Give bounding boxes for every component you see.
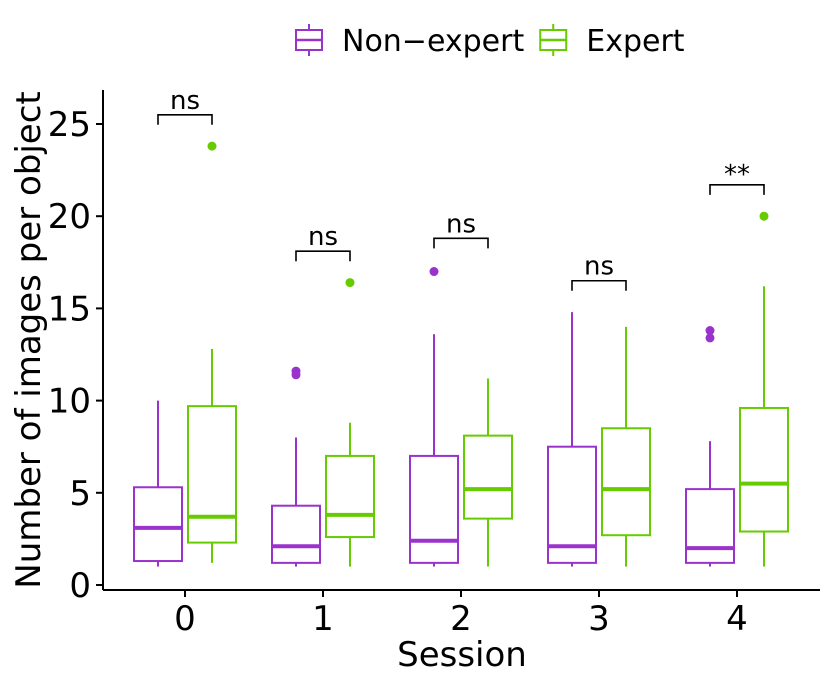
legend-label: Expert xyxy=(586,24,685,59)
outlier-point xyxy=(429,267,439,277)
y-axis-title: Number of images per object xyxy=(9,91,49,588)
iqr-box xyxy=(325,454,375,539)
bracket-line xyxy=(433,237,489,249)
significance-bracket-2: ns xyxy=(433,209,489,249)
significance-bracket-3: ns xyxy=(571,252,627,291)
outlier-point xyxy=(345,278,355,288)
iqr-box xyxy=(739,406,789,533)
outlier-point xyxy=(705,326,715,336)
bracket-line xyxy=(295,250,351,262)
iqr-box xyxy=(271,504,321,564)
iqr-box xyxy=(463,434,513,520)
legend: Non−expert Expert xyxy=(295,24,685,59)
significance-label: ns xyxy=(170,86,200,116)
significance-label: ns xyxy=(584,252,614,282)
box-nonexpert-2 xyxy=(409,267,459,567)
iqr-box xyxy=(133,486,183,563)
significance-bracket-0: ns xyxy=(157,86,213,125)
box-expert-0 xyxy=(187,141,237,563)
iqr-box xyxy=(685,488,735,564)
outlier-point xyxy=(705,333,715,343)
x-tick-label: 0 xyxy=(174,599,196,639)
x-axis: 0 1 2 3 4 xyxy=(103,589,820,639)
box-expert-4 xyxy=(739,211,789,567)
significance-label: ns xyxy=(446,209,476,239)
x-tick-label: 4 xyxy=(726,599,748,639)
x-tick-label: 2 xyxy=(450,599,472,639)
legend-item-nonexpert: Non−expert xyxy=(295,24,524,59)
significance-bracket-4: ** xyxy=(709,160,765,195)
x-tick-label: 1 xyxy=(312,599,334,639)
box-nonexpert-1 xyxy=(271,366,321,567)
plot-area: ns ns ns ns ** xyxy=(133,86,789,567)
x-tick-label: 3 xyxy=(588,599,610,639)
outlier-point xyxy=(291,366,301,376)
box-nonexpert-4 xyxy=(685,326,735,567)
legend-item-expert: Expert xyxy=(539,24,685,59)
outlier-point xyxy=(759,211,769,221)
iqr-box xyxy=(547,445,597,564)
y-tick-label: 25 xyxy=(48,105,91,145)
bracket-line xyxy=(157,113,213,125)
y-tick-label: 20 xyxy=(48,197,91,237)
legend-label: Non−expert xyxy=(342,24,524,59)
box-expert-2 xyxy=(463,378,513,567)
significance-label: ** xyxy=(724,160,750,190)
box-nonexpert-3 xyxy=(547,312,597,567)
outlier-point xyxy=(207,141,217,151)
iqr-box xyxy=(601,427,651,537)
x-axis-title: Session xyxy=(397,635,527,675)
box-nonexpert-0 xyxy=(133,400,183,567)
y-tick-label: 10 xyxy=(48,382,91,422)
y-tick-label: 5 xyxy=(69,474,91,514)
box-expert-3 xyxy=(601,326,651,567)
y-axis: 0 5 10 15 20 25 xyxy=(48,90,104,606)
y-tick-label: 15 xyxy=(48,289,91,329)
significance-bracket-1: ns xyxy=(295,222,351,262)
box-expert-1 xyxy=(325,278,375,567)
iqr-box xyxy=(187,405,237,544)
bracket-line xyxy=(709,184,765,195)
significance-label: ns xyxy=(308,222,338,252)
y-tick-label: 0 xyxy=(69,566,91,606)
iqr-box xyxy=(409,454,459,564)
bracket-line xyxy=(571,279,627,291)
